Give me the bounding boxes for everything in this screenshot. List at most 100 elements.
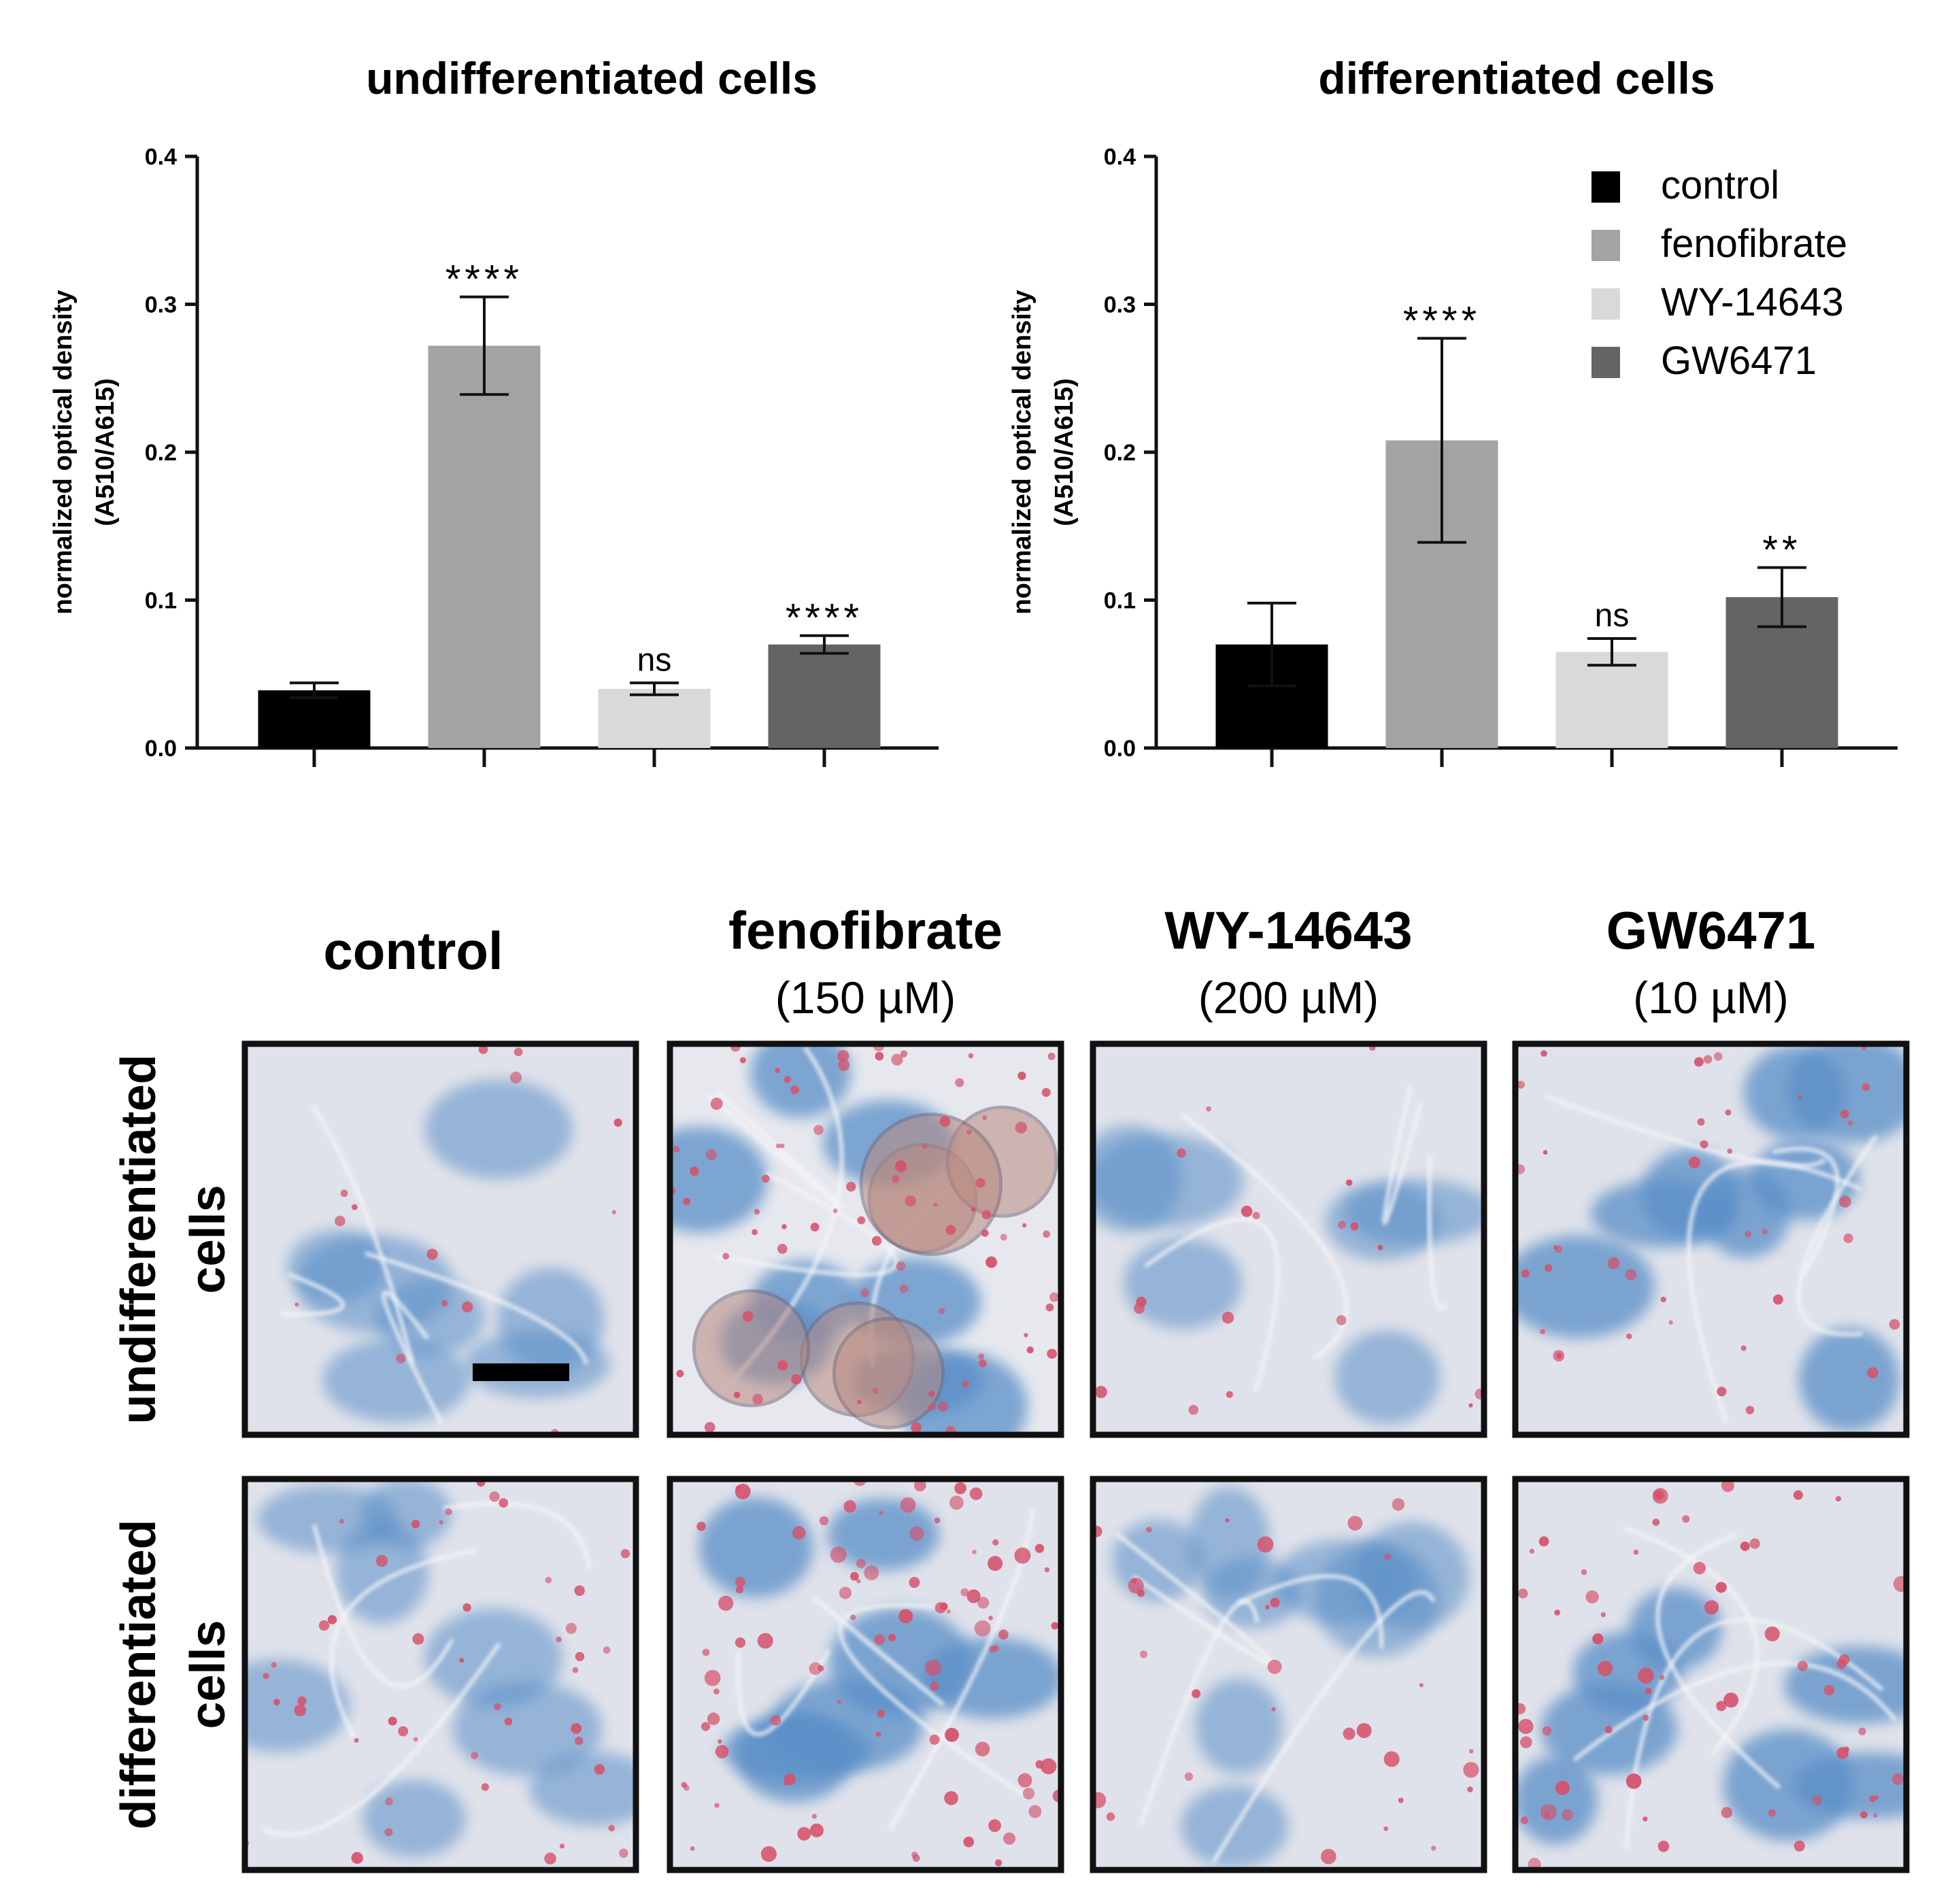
lipid-droplet — [1241, 1205, 1253, 1217]
lipid-droplet — [1652, 1518, 1660, 1526]
lipid-droplet — [1538, 1536, 1549, 1547]
lipid-droplet — [838, 1059, 850, 1071]
lipid-droplet — [1093, 1792, 1107, 1809]
lipid-droplet — [1257, 1536, 1274, 1553]
column-subtitle: (10 µM) — [1633, 972, 1789, 1023]
lipid-droplet — [988, 1556, 1003, 1571]
lipid-droplet — [414, 1737, 418, 1742]
row-label: differentiated cells — [112, 1519, 235, 1829]
lipid-droplet — [761, 1174, 770, 1183]
lipid-droplet — [998, 1629, 1009, 1640]
lipid-droplet — [608, 1824, 616, 1832]
lipid-droplet — [1840, 1109, 1849, 1119]
legend-swatch — [1591, 171, 1620, 203]
cell-membrane — [1545, 1094, 1827, 1168]
lipid-droplet — [297, 1696, 307, 1706]
lipid-droplet — [1554, 1610, 1561, 1616]
lipid-droplet — [690, 1846, 695, 1851]
lipid-droplet — [1893, 1576, 1906, 1593]
lipid-droplet — [760, 1846, 777, 1863]
lipid-droplet — [513, 1047, 523, 1057]
lipid-droplet — [620, 1548, 630, 1559]
significance-label: **** — [786, 596, 863, 641]
lipid-droplet — [1049, 1292, 1060, 1302]
bar-control — [258, 690, 371, 748]
lipid-droplet — [499, 1498, 509, 1508]
y-tick-label: 0.0 — [1104, 736, 1136, 762]
lipid-droplet — [1392, 1498, 1405, 1511]
lipid-droplet — [1553, 1350, 1565, 1362]
lipid-droplet — [911, 1422, 922, 1433]
lipid-droplet — [1745, 1406, 1755, 1414]
tile-frame — [1512, 1040, 1910, 1438]
cell-membrane — [736, 1649, 831, 1737]
nucleus — [1354, 1522, 1469, 1631]
lipid-droplet — [857, 1216, 866, 1225]
lipid-droplet — [1581, 1569, 1587, 1576]
micrograph-tiles — [241, 1040, 1910, 1873]
nucleus — [1723, 1729, 1853, 1841]
lipid-droplet — [340, 1189, 348, 1197]
lipid-droplet — [696, 1521, 706, 1531]
lipid-droplet — [701, 1722, 711, 1731]
lipid-droplet — [1517, 1081, 1525, 1089]
lipid-droplet — [1336, 1315, 1347, 1325]
lipid-droplet — [963, 1836, 975, 1848]
lipid-droplet — [575, 1736, 584, 1746]
lipid-droplet — [850, 1571, 859, 1581]
significance-label: ns — [1595, 598, 1630, 634]
legend: control fenofibrate WY-14643 GW6471 — [1591, 163, 1847, 383]
lipid-droplet — [911, 1852, 918, 1858]
legend-label: control — [1661, 163, 1779, 207]
legend-swatch — [1591, 230, 1620, 261]
nucleus — [1798, 1327, 1900, 1431]
lipid-droplet — [603, 1646, 611, 1654]
lipid-droplet — [969, 1487, 983, 1500]
lipid-droplet — [1891, 1773, 1904, 1785]
lipid-droplet — [1668, 1320, 1673, 1325]
cell-membrane — [1796, 1134, 1879, 1337]
lipid-droplet — [1626, 1773, 1642, 1789]
lipid-droplet — [945, 1727, 959, 1742]
lipid-droplet — [1592, 1633, 1604, 1645]
lipid-droplet — [791, 1374, 802, 1385]
cell-membrane — [813, 1596, 944, 1706]
cell-membrane — [365, 1251, 589, 1365]
lipid-droplet — [992, 1539, 999, 1546]
lipid-droplet — [900, 1497, 916, 1513]
lipid-droplet — [509, 1071, 522, 1084]
lipid-droplet — [335, 1215, 346, 1227]
lipid-droplet — [445, 1508, 452, 1516]
lipid-droplet — [1265, 1605, 1270, 1610]
lipid-droplet — [1463, 1762, 1479, 1778]
lipid-droplet — [1225, 1518, 1230, 1523]
lipid-droplet — [396, 1353, 406, 1363]
lipid-droplet — [1585, 1590, 1599, 1604]
lipid-droplet — [1553, 1245, 1558, 1250]
lipid-droplet — [928, 1390, 935, 1397]
lipid-droplet — [1659, 1674, 1665, 1680]
lipid-droplet — [928, 1403, 936, 1411]
cell-membrane — [888, 1509, 1034, 1831]
lipid-droplet — [559, 1843, 565, 1849]
lipid-droplet — [1146, 1527, 1152, 1533]
row-label-line1: differentiated — [112, 1519, 166, 1829]
lipid-droplet — [975, 1741, 990, 1756]
lipid-droplet — [1028, 1805, 1042, 1818]
nucleus — [363, 1780, 466, 1858]
chart-title: differentiated cells — [1318, 53, 1715, 103]
micrograph-tile — [667, 1476, 1064, 1873]
lipid-droplet — [1398, 1797, 1404, 1803]
lipid-droplet — [493, 1703, 501, 1711]
lipid-droplet — [1051, 1622, 1059, 1630]
cell-cluster — [859, 1112, 1003, 1256]
lipid-droplet — [1749, 1538, 1760, 1549]
lipid-droplet — [1869, 1795, 1876, 1803]
lipid-droplet — [1044, 1567, 1050, 1573]
lipid-droplet — [478, 1044, 488, 1054]
lipid-droplet — [718, 1739, 722, 1744]
lipid-droplet — [913, 1479, 926, 1492]
lipid-droplet — [1772, 1294, 1783, 1305]
tile-frame — [241, 1476, 639, 1873]
y-axis-label-line1: normalized optical density — [49, 290, 78, 614]
